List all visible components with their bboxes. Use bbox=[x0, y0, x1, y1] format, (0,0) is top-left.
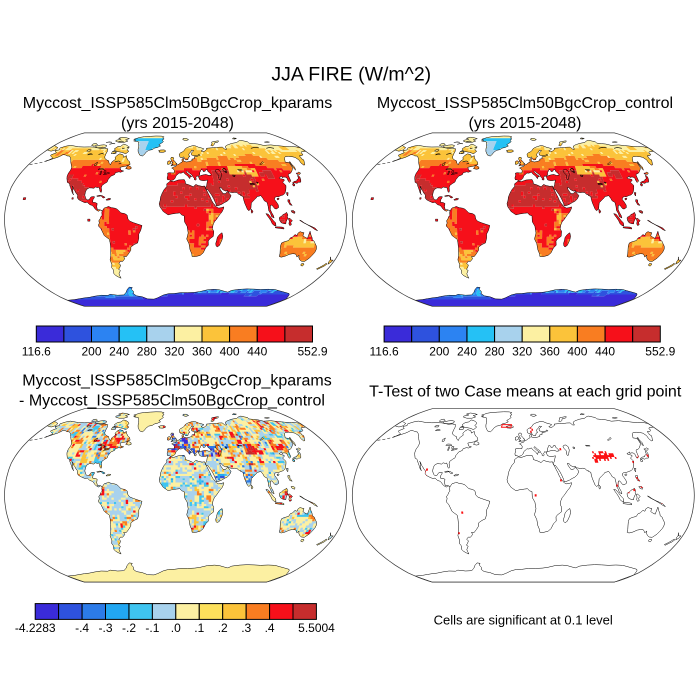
svg-text:-.2: -.2 bbox=[122, 621, 136, 635]
svg-text:-4.2283: -4.2283 bbox=[15, 621, 56, 635]
svg-text:280: 280 bbox=[137, 345, 157, 359]
svg-text:240: 240 bbox=[109, 345, 129, 359]
svg-text:JJA FIRE (W/m^2): JJA FIRE (W/m^2) bbox=[271, 64, 431, 86]
svg-text:-.3: -.3 bbox=[98, 621, 112, 635]
svg-text:(yrs 2015-2048): (yrs 2015-2048) bbox=[121, 115, 234, 132]
svg-text:Myccost_ISSP585Clm50BgcCrop_kp: Myccost_ISSP585Clm50BgcCrop_kparams bbox=[22, 373, 331, 390]
svg-text:.0: .0 bbox=[171, 621, 181, 635]
svg-text:- Myccost_ISSP585Clm50BgcCrop_: - Myccost_ISSP585Clm50BgcCrop_control bbox=[19, 392, 325, 409]
svg-text:116.6: 116.6 bbox=[22, 345, 51, 359]
svg-text:400: 400 bbox=[220, 345, 240, 359]
svg-text:552.9: 552.9 bbox=[297, 345, 327, 359]
svg-text:T-Test of two Case means at ea: T-Test of two Case means at each grid po… bbox=[369, 383, 682, 400]
svg-text:Cells are significant at 0.1 l: Cells are significant at 0.1 level bbox=[434, 612, 613, 627]
svg-text:200: 200 bbox=[81, 345, 101, 359]
svg-text:440: 440 bbox=[247, 345, 267, 359]
svg-text:Myccost_ISSP585Clm50BgcCrop_co: Myccost_ISSP585Clm50BgcCrop_control bbox=[377, 95, 673, 112]
svg-text:-.4: -.4 bbox=[75, 621, 89, 635]
svg-text:320: 320 bbox=[164, 345, 184, 359]
svg-text:-.1: -.1 bbox=[145, 621, 159, 635]
svg-text:.2: .2 bbox=[218, 621, 228, 635]
svg-text:.1: .1 bbox=[194, 621, 204, 635]
svg-text:5.5004: 5.5004 bbox=[298, 621, 335, 635]
svg-text:Myccost_ISSP585Clm50BgcCrop_kp: Myccost_ISSP585Clm50BgcCrop_kparams bbox=[23, 95, 332, 112]
svg-text:360: 360 bbox=[192, 345, 212, 359]
svg-text:(yrs 2015-2048): (yrs 2015-2048) bbox=[469, 115, 582, 132]
svg-text:.4: .4 bbox=[265, 621, 275, 635]
svg-text:.3: .3 bbox=[241, 621, 251, 635]
